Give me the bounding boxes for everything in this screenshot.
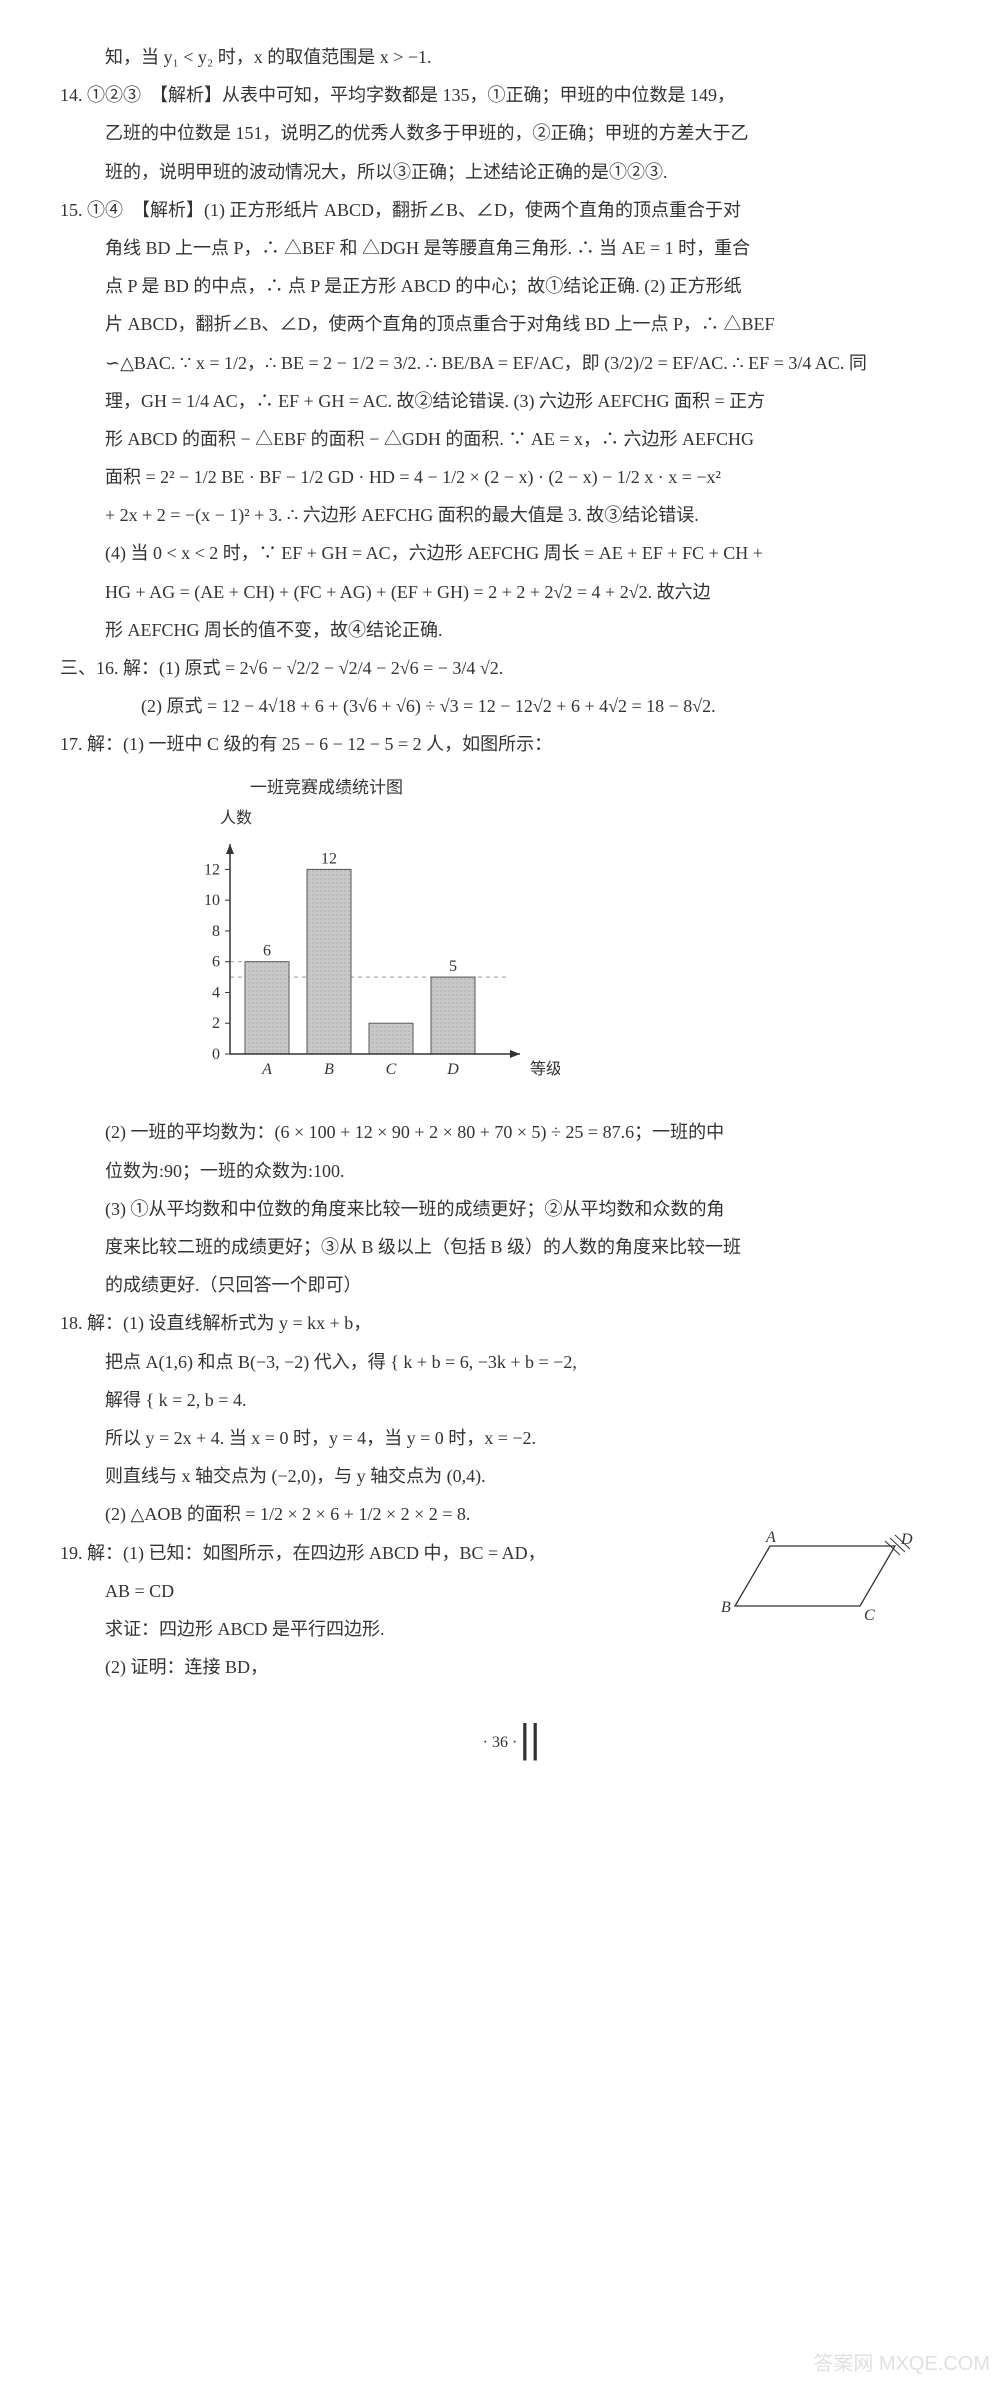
svg-text:8: 8 <box>212 923 220 940</box>
q17-line3: (3) ①从平均数和中位数的角度来比较一班的成绩更好；②从平均数和众数的角 <box>60 1192 940 1226</box>
q17-line2: (2) 一班的平均数为：(6 × 100 + 12 × 90 + 2 × 80 … <box>60 1115 940 1149</box>
svg-text:等级: 等级 <box>530 1060 560 1078</box>
svg-text:4: 4 <box>212 985 220 1002</box>
tally-mark-icon: || <box>500 1719 560 1759</box>
svg-text:C: C <box>864 1607 875 1624</box>
svg-text:A: A <box>765 1529 776 1546</box>
q13-cont: 知，当 y₁ < y₂ 时，x 的取值范围是 x > −1. <box>60 40 940 74</box>
chart-svg: 0 2 4 6 8 10 12 6 A 12 B C 5 D 等级 <box>180 834 560 1094</box>
q18-line3: 解得 { k = 2, b = 4. <box>60 1383 940 1417</box>
q14-line3: 班的，说明甲班的波动情况大，所以③正确；上述结论正确的是①②③. <box>60 155 940 189</box>
svg-text:B: B <box>324 1061 334 1078</box>
q15-line2: 角线 BD 上一点 P，∴ △BEF 和 △DGH 是等腰直角三角形. ∴ 当 … <box>60 231 940 265</box>
svg-text:12: 12 <box>204 862 220 879</box>
svg-text:D: D <box>446 1061 459 1078</box>
q14-line2: 乙班的中位数是 151，说明乙的优秀人数多于甲班的，②正确；甲班的方差大于乙 <box>60 116 940 150</box>
svg-text:0: 0 <box>212 1046 220 1063</box>
q16-line2: (2) 原式 = 12 − 4√18 + 6 + (3√6 + √6) ÷ √3… <box>60 689 940 723</box>
q15-line9: + 2x + 2 = −(x − 1)² + 3. ∴ 六边形 AEFCHG 面… <box>60 498 940 532</box>
parallelogram-figure: A D B C <box>720 1526 920 1647</box>
svg-text:5: 5 <box>449 958 457 975</box>
q17-line3c: 的成绩更好.（只回答一个即可） <box>60 1268 940 1302</box>
q18-line2: 把点 A(1,6) 和点 B(−3, −2) 代入，得 { k + b = 6,… <box>60 1345 940 1379</box>
svg-text:12: 12 <box>321 851 337 868</box>
svg-text:C: C <box>386 1061 397 1078</box>
q17-line2b: 位数为:90；一班的众数为:100. <box>60 1154 940 1188</box>
q15-line10: (4) 当 0 < x < 2 时，∵ EF + GH = AC，六边形 AEF… <box>60 536 940 570</box>
svg-text:B: B <box>721 1599 731 1616</box>
q15-line12: 形 AEFCHG 周长的值不变，故④结论正确. <box>60 613 940 647</box>
svg-text:D: D <box>900 1531 913 1548</box>
q14-line1: 14. ①②③ 【解析】从表中可知，平均字数都是 135，①正确；甲班的中位数是… <box>60 78 940 112</box>
q15-line6: 理，GH = 1/4 AC，∴ EF + GH = AC. 故②结论错误. (3… <box>60 384 940 418</box>
q15-line8: 面积 = 2² − 1/2 BE · BF − 1/2 GD · HD = 4 … <box>60 460 940 494</box>
chart-title: 一班竞赛成绩统计图 <box>180 772 940 804</box>
svg-text:6: 6 <box>263 943 271 960</box>
q15-line3: 点 P 是 BD 的中点，∴ 点 P 是正方形 ABCD 的中心；故①结论正确.… <box>60 269 940 303</box>
q17-line3b: 度来比较二班的成绩更好；③从 B 级以上（包括 B 级）的人数的角度来比较一班 <box>60 1230 940 1264</box>
bar-chart: 一班竞赛成绩统计图 人数 0 2 4 6 8 10 12 6 A 12 B C 5 D 等级 <box>60 772 940 1106</box>
q18-line5: 则直线与 x 轴交点为 (−2,0)，与 y 轴交点为 (0,4). <box>60 1459 940 1493</box>
watermark: 答案网 MXQE.COM <box>813 2345 990 2383</box>
q15-line5: ∽△BAC. ∵ x = 1/2，∴ BE = 2 − 1/2 = 3/2. ∴… <box>60 346 940 380</box>
q15-line7: 形 ABCD 的面积 − △EBF 的面积 − △GDH 的面积. ∵ AE =… <box>60 422 940 456</box>
q15-line11: HG + AG = (AE + CH) + (FC + AG) + (EF + … <box>60 575 940 609</box>
svg-text:6: 6 <box>212 954 220 971</box>
q18-line4: 所以 y = 2x + 4. 当 x = 0 时，y = 4，当 y = 0 时… <box>60 1421 940 1455</box>
q15-line1: 15. ①④ 【解析】(1) 正方形纸片 ABCD，翻折∠B、∠D，使两个直角的… <box>60 193 940 227</box>
chart-ylabel: 人数 <box>180 804 940 834</box>
q19-line4: (2) 证明：连接 BD， <box>60 1650 940 1684</box>
q17-line1: 17. 解：(1) 一班中 C 级的有 25 − 6 − 12 − 5 = 2 … <box>60 727 940 761</box>
q15-line4: 片 ABCD，翻折∠B、∠D，使两个直角的顶点重合于对角线 BD 上一点 P，∴… <box>60 307 940 341</box>
svg-text:A: A <box>261 1061 272 1078</box>
q18-line1: 18. 解：(1) 设直线解析式为 y = kx + b， <box>60 1306 940 1340</box>
svg-text:10: 10 <box>204 892 220 909</box>
q16-line1: 三、16. 解：(1) 原式 = 2√6 − √2/2 − √2/4 − 2√6… <box>60 651 940 685</box>
svg-text:2: 2 <box>212 1015 220 1032</box>
